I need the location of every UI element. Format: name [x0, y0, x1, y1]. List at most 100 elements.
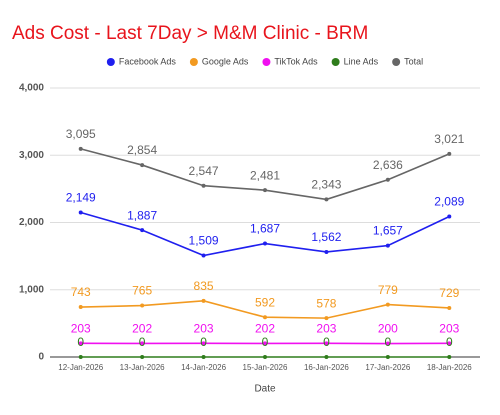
data-label: 0: [446, 335, 453, 349]
data-label: 0: [77, 335, 84, 349]
data-point: [201, 341, 206, 346]
x-tick-label: 14-Jan-2026: [181, 363, 226, 372]
legend-label: Total: [404, 56, 423, 66]
legend-marker: [106, 58, 115, 66]
data-point: [201, 355, 206, 359]
data-point: [385, 302, 390, 307]
data-point: [263, 241, 267, 246]
data-point: [263, 315, 267, 320]
data-point: [78, 355, 83, 359]
data-label: 1,887: [127, 208, 157, 222]
data-point: [78, 146, 83, 151]
data-label: 202: [132, 322, 152, 336]
chart-title: Ads Cost - Last 7Day > M&M Clinic - BRM: [12, 23, 368, 44]
legend-marker: [392, 58, 401, 66]
data-point: [78, 305, 83, 310]
x-tick-label: 12-Jan-2026: [58, 363, 103, 372]
data-label: 2,089: [434, 195, 464, 209]
data-point: [140, 355, 145, 359]
y-tick-label: 4,000: [19, 83, 44, 94]
data-point: [263, 341, 267, 346]
data-point: [324, 355, 329, 359]
x-tick-label: 16-Jan-2026: [304, 363, 349, 372]
data-point: [385, 355, 390, 359]
data-label: 1,687: [250, 222, 280, 236]
data-point: [324, 249, 329, 254]
legend-item: Total: [392, 56, 423, 66]
data-label: 835: [194, 279, 214, 293]
data-label: 0: [200, 335, 207, 349]
data-label: 2,149: [66, 191, 96, 205]
data-point: [385, 341, 390, 346]
data-label: 203: [316, 322, 336, 336]
data-point: [447, 151, 452, 156]
data-label: 202: [255, 322, 275, 336]
data-point: [385, 243, 390, 248]
data-label: 2,854: [127, 143, 157, 157]
data-point: [263, 355, 267, 359]
legend-marker: [331, 58, 340, 66]
legend-label: TikTok Ads: [274, 56, 318, 66]
data-label: 2,343: [311, 178, 341, 192]
data-point: [324, 341, 329, 346]
legend-marker: [189, 58, 198, 66]
data-point: [447, 341, 452, 346]
data-label: 0: [385, 335, 392, 349]
y-tick-label: 1,000: [19, 284, 44, 295]
legend-item: Line Ads: [331, 56, 379, 66]
y-tick-label: 3,000: [19, 150, 44, 161]
data-point: [263, 188, 267, 193]
data-point: [324, 197, 329, 202]
data-label: 203: [439, 322, 459, 336]
data-label: 765: [132, 284, 152, 298]
x-tick-label: 15-Jan-2026: [243, 363, 288, 372]
y-tick-label: 0: [38, 352, 44, 363]
data-label: 1,509: [189, 234, 219, 248]
data-label: 0: [262, 335, 269, 349]
legend-label: Facebook Ads: [119, 56, 177, 66]
data-point: [447, 355, 452, 359]
legend-label: Google Ads: [202, 56, 249, 66]
data-point: [140, 228, 145, 233]
x-axis-label: Date: [254, 384, 276, 395]
data-label: 2,547: [189, 164, 219, 178]
data-label: 0: [139, 335, 146, 349]
data-point: [78, 341, 83, 346]
legend-label: Line Ads: [344, 56, 379, 66]
data-label: 2,481: [250, 168, 280, 182]
data-label: 0: [323, 335, 330, 349]
x-tick-label: 18-Jan-2026: [427, 363, 472, 372]
data-label: 200: [378, 322, 398, 336]
y-tick-label: 2,000: [19, 217, 44, 228]
data-point: [201, 253, 206, 258]
data-point: [140, 163, 145, 168]
x-tick-label: 13-Jan-2026: [120, 363, 165, 372]
data-label: 2,636: [373, 158, 403, 172]
data-point: [78, 210, 83, 215]
data-point: [140, 303, 145, 308]
data-label: 592: [255, 295, 275, 309]
data-label: 729: [439, 286, 459, 300]
data-label: 3,095: [66, 127, 96, 141]
data-point: [201, 298, 206, 303]
legend-marker: [262, 58, 271, 66]
legend-item: Facebook Ads: [106, 56, 177, 66]
data-point: [324, 316, 329, 321]
legend-item: TikTok Ads: [262, 56, 318, 66]
data-label: 203: [194, 322, 214, 336]
data-label: 1,562: [311, 230, 341, 244]
data-label: 3,021: [434, 132, 464, 146]
data-label: 203: [71, 322, 91, 336]
x-tick-label: 17-Jan-2026: [365, 363, 410, 372]
data-point: [385, 177, 390, 182]
data-label: 779: [378, 283, 398, 297]
data-label: 743: [71, 285, 91, 299]
data-label: 578: [316, 296, 336, 310]
data-point: [201, 183, 206, 188]
data-label: 1,657: [373, 224, 403, 238]
data-point: [447, 214, 452, 219]
data-point: [447, 305, 452, 310]
data-point: [140, 341, 145, 346]
legend-item: Google Ads: [189, 56, 249, 66]
